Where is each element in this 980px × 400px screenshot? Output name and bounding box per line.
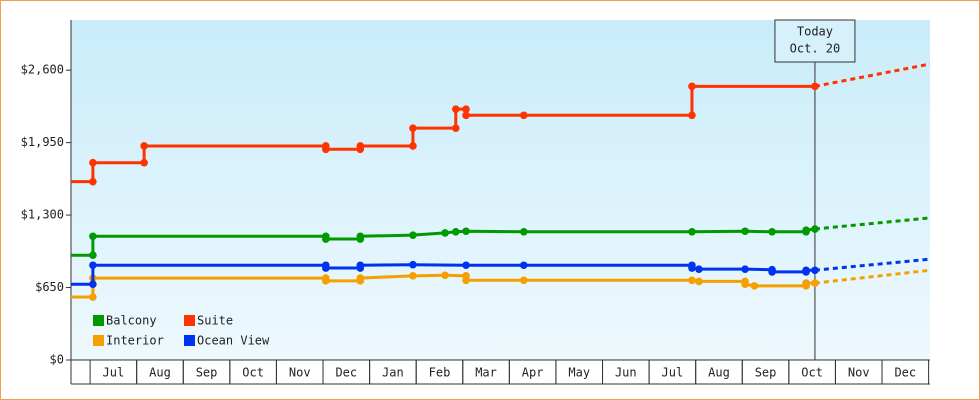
point: [89, 177, 97, 186]
point: [451, 228, 460, 236]
point: [750, 282, 759, 290]
x-tick-label: Dec: [335, 366, 357, 380]
legend-swatch: [93, 335, 104, 346]
x-tick-label: Sep: [196, 366, 218, 380]
plot-area: [71, 20, 930, 360]
point: [356, 142, 365, 150]
point: [89, 261, 97, 270]
point: [356, 232, 365, 241]
point: [802, 279, 810, 287]
today-label: Today: [797, 25, 833, 39]
point: [768, 268, 776, 276]
point: [811, 279, 819, 287]
point: [462, 105, 470, 113]
point: [89, 158, 97, 167]
point: [688, 276, 696, 285]
point: [140, 158, 148, 167]
x-tick-label: Nov: [848, 366, 870, 380]
point: [519, 228, 528, 236]
forecast-line: [814, 62, 931, 88]
point: [688, 111, 696, 120]
legend-swatch: [93, 315, 104, 326]
x-tick-label: Jul: [662, 366, 684, 380]
x-tick-label: Aug: [708, 366, 730, 380]
forecast-line: [814, 216, 931, 231]
point: [802, 226, 810, 234]
point: [409, 231, 417, 239]
legend-label: Balcony: [106, 314, 157, 328]
point: [89, 293, 97, 301]
point: [322, 235, 330, 243]
point: [451, 124, 460, 132]
point: [695, 265, 703, 273]
x-tick-label: Sep: [755, 366, 777, 380]
point: [462, 111, 470, 120]
x-tick-label: Apr: [522, 366, 544, 380]
point: [322, 264, 330, 272]
x-tick-label: Mar: [475, 366, 497, 380]
x-tick-label: Nov: [289, 366, 311, 380]
y-tick-label: $650: [35, 280, 64, 294]
legend-swatch: [184, 315, 195, 326]
point: [356, 274, 365, 282]
x-tick-label: Feb: [429, 366, 451, 380]
x-tick-label: Aug: [149, 366, 171, 380]
point: [356, 261, 365, 270]
today-label: Oct. 20: [790, 42, 841, 56]
x-tick-label: Dec: [894, 366, 916, 380]
legend-label: Ocean View: [197, 334, 270, 348]
point: [768, 228, 776, 236]
y-tick-label: $0: [50, 353, 64, 367]
point: [519, 261, 528, 270]
point: [89, 232, 97, 241]
legend-swatch: [184, 335, 195, 346]
point: [519, 111, 528, 120]
point: [140, 142, 148, 150]
forecast-line: [814, 268, 931, 285]
point: [741, 227, 749, 236]
point: [451, 105, 460, 113]
point: [811, 82, 819, 91]
legend-label: Interior: [106, 334, 164, 348]
point: [688, 82, 696, 91]
series-line: [71, 227, 816, 257]
point: [741, 265, 749, 273]
legend-label: Suite: [197, 314, 233, 328]
point: [441, 271, 449, 280]
point: [409, 272, 417, 280]
x-tick-label: Oct: [801, 366, 823, 380]
point: [462, 276, 470, 285]
point: [89, 280, 97, 288]
x-tick-label: Jun: [615, 366, 637, 380]
point: [89, 251, 97, 260]
point: [802, 266, 810, 275]
point: [409, 260, 417, 269]
point: [688, 264, 696, 272]
point: [322, 145, 330, 154]
x-tick-label: Oct: [242, 366, 264, 380]
point: [688, 228, 696, 236]
point: [741, 280, 749, 288]
point: [322, 277, 330, 285]
point: [811, 266, 819, 275]
point: [811, 225, 819, 233]
point: [441, 229, 449, 237]
today-box: [774, 19, 856, 63]
point: [462, 227, 470, 236]
x-tick-label: Jul: [103, 366, 125, 380]
point: [409, 142, 417, 150]
forecast-line: [814, 257, 931, 272]
point: [409, 124, 417, 132]
x-tick-label: Jan: [382, 366, 404, 380]
point: [519, 276, 528, 285]
y-tick-label: $2,600: [21, 63, 64, 77]
point: [695, 277, 703, 286]
y-tick-label: $1,300: [21, 208, 64, 222]
x-tick-label: May: [568, 366, 590, 380]
y-tick-label: $1,950: [21, 135, 64, 149]
point: [462, 261, 470, 270]
